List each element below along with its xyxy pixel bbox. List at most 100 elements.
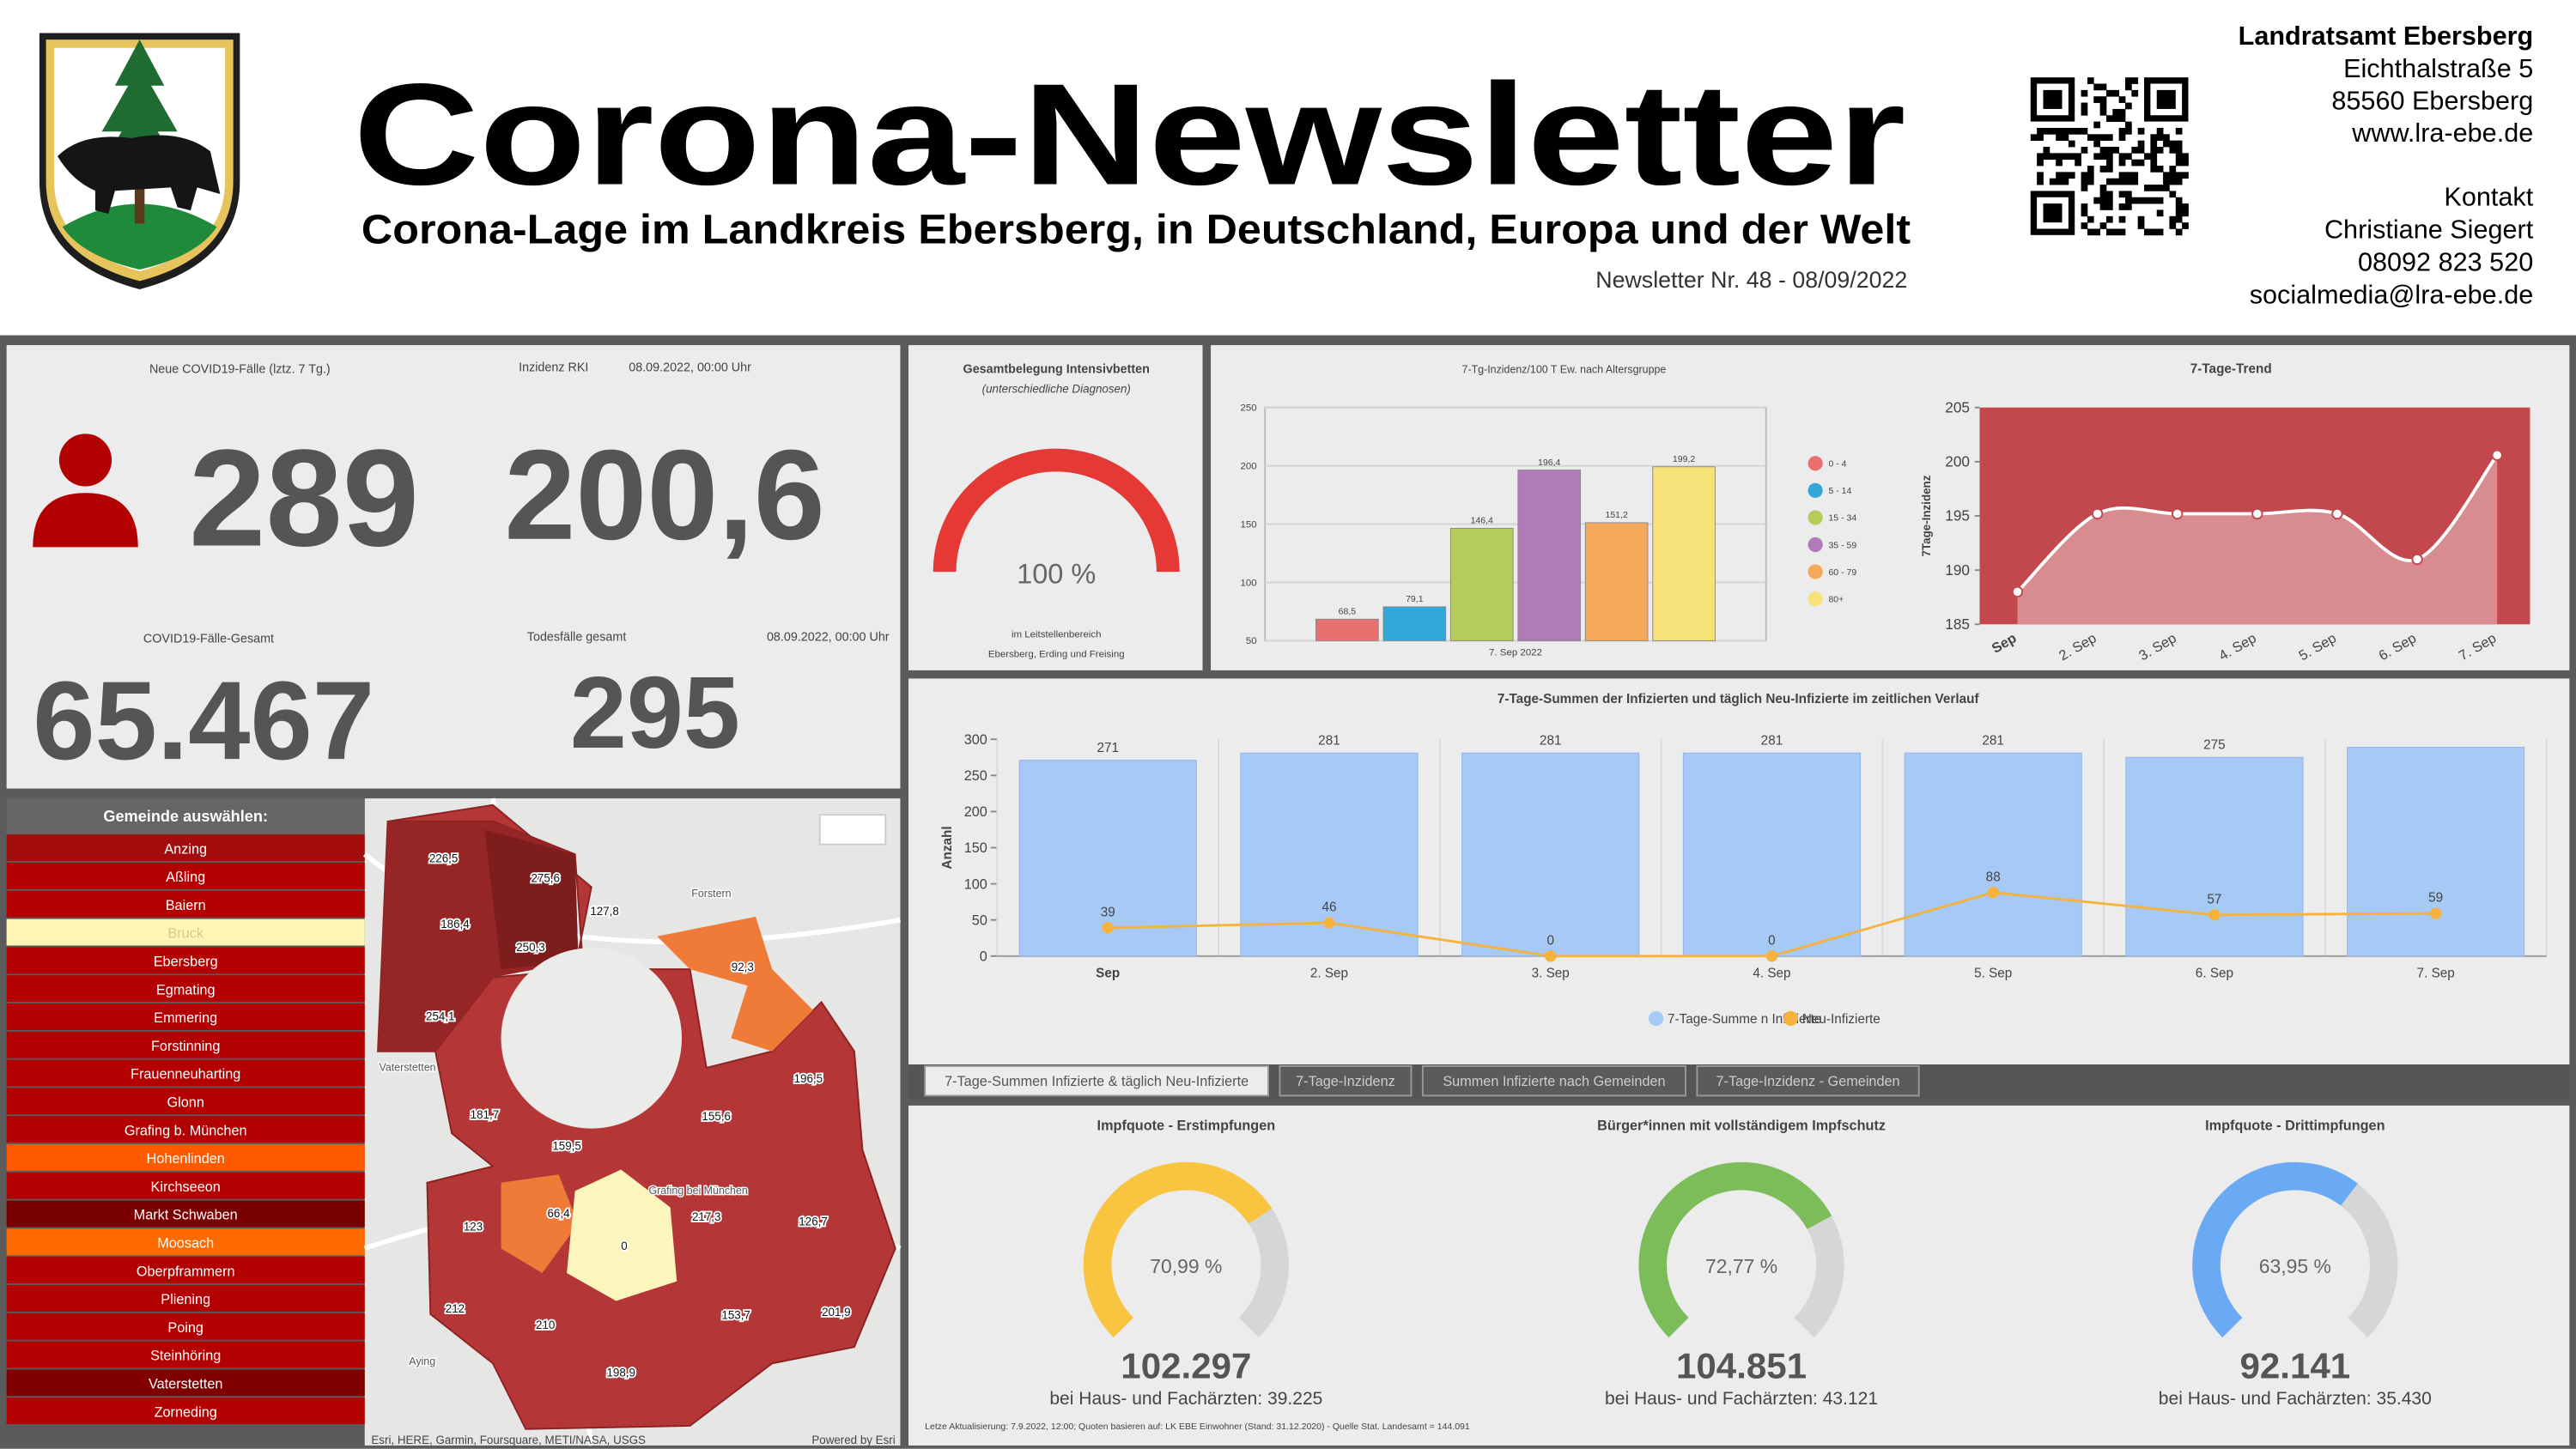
legend-label: 0 - 4	[1828, 459, 1846, 470]
qr-cell	[2150, 228, 2158, 236]
qr-cell	[2169, 191, 2177, 198]
qr-finder	[2043, 89, 2063, 109]
qr-cell	[2099, 197, 2107, 204]
qr-cell	[2105, 115, 2113, 122]
list-item[interactable]	[6, 1059, 365, 1087]
qr-cell	[2163, 134, 2170, 142]
stat-label: Neue COVID19-Fälle (lztz. 7 Tg.)	[149, 363, 331, 377]
list-item[interactable]	[6, 1313, 365, 1340]
list-item[interactable]	[6, 1228, 365, 1256]
list-item[interactable]	[6, 1143, 365, 1171]
qr-cell	[2105, 197, 2113, 204]
qr-cell	[2125, 121, 2132, 129]
value-label: 39	[1101, 906, 1115, 920]
value-label: 275	[2203, 738, 2226, 753]
y-tick-label: 185	[1945, 615, 1970, 633]
qr-cell	[2037, 172, 2044, 179]
stats-panel	[6, 345, 901, 789]
tab[interactable]	[1696, 1065, 1920, 1097]
qr-cell	[2144, 153, 2151, 161]
map-label: 159,5	[552, 1140, 580, 1153]
qr-cell	[2150, 185, 2158, 191]
list-item[interactable]	[6, 834, 365, 862]
list-item[interactable]	[6, 1003, 365, 1030]
y-axis-label: 7Tage-Inzidenz	[1920, 475, 1933, 556]
legend-marker	[1807, 510, 1823, 525]
qr-cell	[2087, 166, 2094, 173]
list-item[interactable]	[6, 1397, 365, 1425]
list-item[interactable]	[6, 919, 365, 946]
list-item[interactable]	[6, 1116, 365, 1143]
qr-cell	[2093, 96, 2100, 103]
line-point	[1102, 922, 1114, 934]
qr-cell	[2175, 209, 2183, 217]
trend-point	[2091, 507, 2104, 520]
contact-line: 08092 823 520	[2358, 248, 2533, 277]
qr-cell	[2182, 172, 2189, 179]
qr-cell	[2112, 178, 2120, 185]
list-item[interactable]	[6, 1031, 365, 1058]
list-item[interactable]	[6, 1257, 365, 1284]
person-icon	[33, 493, 138, 548]
qr-code	[2030, 77, 2189, 236]
list-item[interactable]	[6, 947, 365, 974]
bar	[1382, 606, 1447, 641]
list-item[interactable]	[6, 1284, 365, 1312]
qr-cell	[2163, 185, 2170, 191]
qr-cell	[2182, 222, 2189, 229]
list-item[interactable]	[6, 862, 365, 889]
tab[interactable]	[1279, 1065, 1413, 1097]
list-item[interactable]	[6, 890, 365, 918]
qr-cell	[2081, 127, 2088, 135]
list-item-label: Emmering	[154, 1010, 217, 1026]
trend-point	[2172, 507, 2184, 520]
qr-cell	[2144, 197, 2151, 204]
qr-cell	[2105, 89, 2113, 97]
qr-cell	[2169, 146, 2177, 154]
map-button[interactable]	[818, 814, 887, 846]
qr-cell	[2081, 102, 2088, 110]
x-tick-label: 7. Sep 2022	[1489, 648, 1542, 658]
list-item[interactable]	[6, 1172, 365, 1199]
value-label: 0	[1546, 933, 1554, 948]
list-item[interactable]	[6, 1088, 365, 1115]
gauge-title: Gesamtbelegung Intensivbetten	[963, 363, 1150, 377]
qr-cell	[2156, 146, 2164, 154]
qr-cell	[2049, 127, 2057, 135]
tab-label: 7-Tage-Summen Infizierte & täglich Neu-I…	[945, 1074, 1249, 1089]
list-item[interactable]	[6, 1341, 365, 1368]
qr-cell	[2169, 166, 2177, 173]
map-district	[501, 1174, 579, 1274]
qr-cell	[2156, 228, 2164, 236]
qr-cell	[2056, 178, 2063, 185]
qr-cell	[2043, 146, 2050, 154]
list-item[interactable]	[6, 1369, 365, 1397]
trend-area	[2017, 455, 2498, 625]
tab[interactable]	[1421, 1065, 1686, 1097]
list-item[interactable]	[6, 975, 365, 1003]
qr-cell	[2099, 108, 2107, 116]
qr-cell	[2099, 191, 2107, 198]
list-item[interactable]	[6, 1200, 365, 1228]
qr-cell	[2081, 178, 2088, 185]
map-label: 226,5	[429, 852, 458, 865]
y-tick-label: 0	[980, 949, 987, 965]
tab[interactable]	[924, 1065, 1269, 1097]
x-tick-label: 4. Sep	[1753, 967, 1790, 981]
qr-cell	[2105, 178, 2113, 185]
list-item-label: Baiern	[166, 898, 206, 913]
map-label: 196,5	[794, 1072, 823, 1085]
map-place: Vaterstetten	[379, 1062, 435, 1074]
trend-point	[2251, 507, 2263, 520]
stat-value: 65.467	[33, 658, 374, 783]
gauge-count: 104.851	[1676, 1345, 1807, 1385]
qr-cell	[2118, 178, 2126, 185]
line-point	[2429, 907, 2442, 919]
line-point	[1765, 950, 1778, 962]
trend-point	[2411, 553, 2423, 566]
qr-cell	[2037, 127, 2044, 135]
qr-cell	[2137, 215, 2145, 223]
map-label: 254,1	[426, 1009, 454, 1022]
value-label: 199,2	[1673, 454, 1695, 464]
list-item-label: Aßling	[166, 870, 205, 885]
